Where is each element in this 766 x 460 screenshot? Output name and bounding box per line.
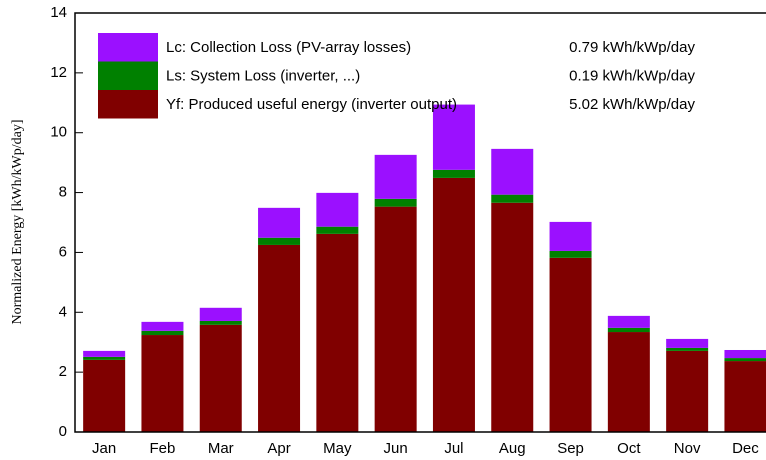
bar-segment xyxy=(607,332,650,432)
y-tick-label: 4 xyxy=(59,303,67,320)
bar-segment xyxy=(549,257,592,432)
legend-value: 5.02 kWh/kWp/day xyxy=(569,96,695,113)
bar-segment xyxy=(491,148,534,195)
y-tick-label: 6 xyxy=(59,243,67,260)
bar-segment xyxy=(374,198,417,207)
legend-label: Yf: Produced useful energy (inverter out… xyxy=(166,96,457,113)
bar-segment xyxy=(199,320,242,325)
bar-segment xyxy=(549,250,592,258)
x-tick-label: Jan xyxy=(92,440,116,457)
bar-segment xyxy=(607,315,650,328)
bar-segment xyxy=(491,194,534,203)
legend-swatch xyxy=(98,33,158,62)
y-tick-label: 14 xyxy=(50,4,67,21)
x-tick-label: Jul xyxy=(444,440,463,457)
x-tick-label: Oct xyxy=(617,440,641,457)
bar-segment xyxy=(666,338,709,348)
x-tick-label: Aug xyxy=(499,440,526,457)
bar-segment xyxy=(607,327,650,333)
bar-segment xyxy=(258,207,301,238)
bar-segment xyxy=(199,307,242,321)
bar-segment xyxy=(316,226,359,234)
legend-label: Lc: Collection Loss (PV-array losses) xyxy=(166,39,411,56)
x-tick-label: Jun xyxy=(384,440,408,457)
bar-segment xyxy=(374,206,417,432)
x-tick-label: Mar xyxy=(208,440,234,457)
bar-segment xyxy=(724,358,766,362)
legend-label: Ls: System Loss (inverter, ...) xyxy=(166,67,360,84)
bar-segment xyxy=(432,169,475,178)
bar-segment xyxy=(432,177,475,432)
bar-segment xyxy=(666,347,709,351)
bar-segment xyxy=(724,361,766,432)
x-tick-label: Dec xyxy=(732,440,759,457)
bar-segment xyxy=(83,350,126,357)
y-tick-label: 12 xyxy=(50,64,67,81)
x-tick-label: Sep xyxy=(557,440,584,457)
bar-segment xyxy=(724,349,766,359)
bar-segment xyxy=(316,192,359,227)
bar-segment xyxy=(666,350,709,432)
bar-segment xyxy=(316,233,359,432)
plot-frame xyxy=(74,12,766,433)
bar-segment xyxy=(83,356,126,360)
bar-segment xyxy=(141,335,184,432)
x-tick-label: May xyxy=(323,440,352,457)
bar-segment xyxy=(374,154,417,199)
bar-segment xyxy=(549,221,592,251)
x-tick-label: Apr xyxy=(267,440,290,457)
legend-swatch xyxy=(98,61,158,90)
bar-segment xyxy=(141,330,184,336)
bar-segment xyxy=(491,202,534,432)
bar-segment xyxy=(432,104,475,170)
bar-segment xyxy=(258,237,301,245)
y-axis-label: Normalized Energy [kWh/kWp/day] xyxy=(10,119,25,324)
bar-segment xyxy=(199,324,242,432)
legend-value: 0.19 kWh/kWp/day xyxy=(569,67,695,84)
x-tick-label: Feb xyxy=(150,440,176,457)
y-tick-label: 8 xyxy=(59,184,67,201)
bar-segment xyxy=(258,244,301,432)
legend-swatch xyxy=(98,90,158,119)
x-tick-label: Nov xyxy=(674,440,701,457)
bar-segment xyxy=(83,359,126,432)
y-tick-label: 2 xyxy=(59,363,67,380)
y-tick-label: 0 xyxy=(59,423,67,440)
y-tick-label: 10 xyxy=(50,124,67,141)
legend-value: 0.79 kWh/kWp/day xyxy=(569,39,695,56)
bar-segment xyxy=(141,321,184,331)
